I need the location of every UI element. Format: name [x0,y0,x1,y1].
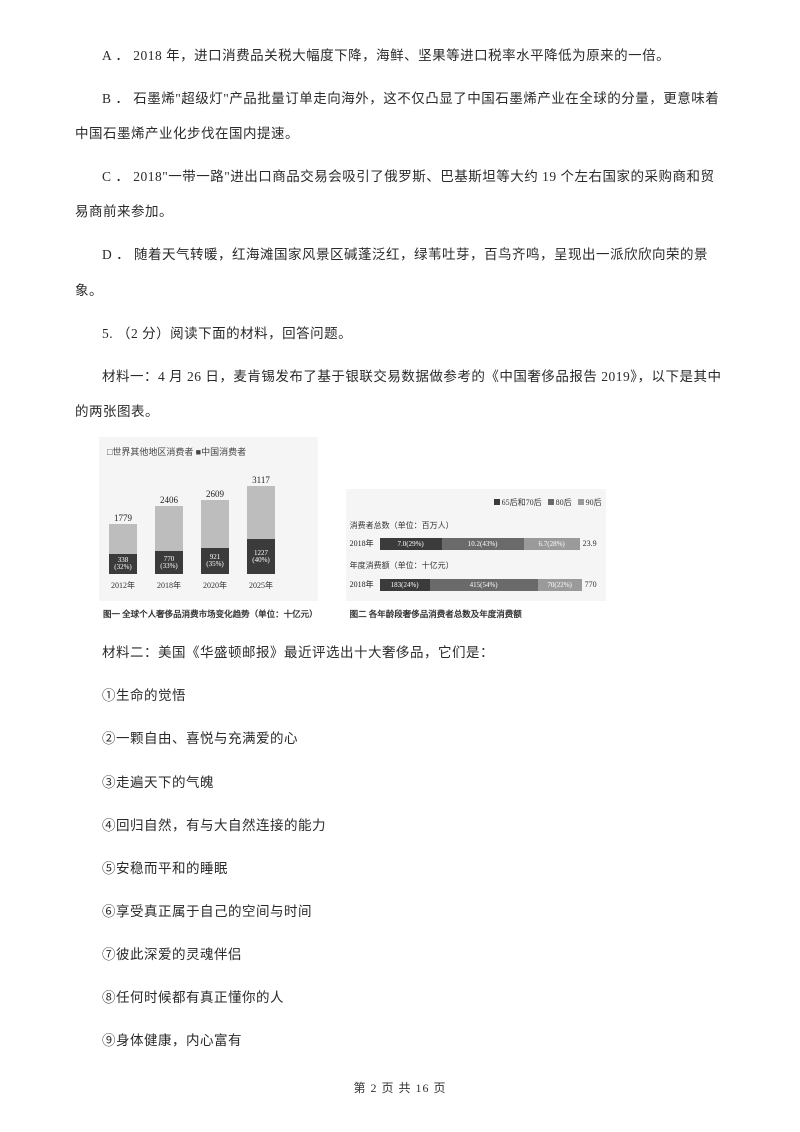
list-item-5: ⑤安稳而平和的睡眠 [75,851,725,886]
list-item-3: ③走遍天下的气魄 [75,765,725,800]
chart-2-row1: 2018年 7.0(29%)10.2(43%)6.7(28%) 23.9 [350,537,602,551]
list-item-6: ⑥享受真正属于自己的空间与时间 [75,894,725,929]
list-item-7: ⑦彼此深爱的灵魂伴侣 [75,937,725,972]
chart-2-segment: 70(22%) [538,579,582,591]
chart-2-segment: 183(24%) [380,579,430,591]
chart-2-row2-bar: 183(24%)415(54%)70(22%) [380,579,582,591]
list-item-9: ⑨身体健康，内心富有 [75,1023,725,1058]
chart-1-bar: 1779338(32%) [109,514,137,574]
chart-1-bars: 1779338(32%) 2406770(33%) 2609921(35%) 3117… [103,466,314,574]
chart-1-axis: 2012年2018年2020年2025年 [103,574,314,597]
option-d: D ． 随着天气转暖，红海滩国家风景区碱蓬泛红，绿苇吐芽，百鸟齐鸣，呈现出一派欣… [75,237,725,307]
chart-2-row2-label: 年度消费额（单位：十亿元） [350,556,602,577]
chart-2-caption: 图二 各年龄段奢侈品消费者总数及年度消费额 [346,603,606,625]
chart-2-row2-year: 2018年 [350,575,380,596]
option-a: A ． 2018 年，进口消费品关税大幅度下降，海鲜、坚果等进口税率水平降低为原… [75,38,725,73]
option-c: C ． 2018"一带一路"进出口商品交易会吸引了俄罗斯、巴基斯坦等大约 19 … [75,159,725,229]
chart-1-bar: 2609921(35%) [201,490,229,574]
chart-2-segment: 7.0(29%) [380,538,442,550]
chart-1-block: □世界其他地区消费者 ■中国消费者 1779338(32%) 2406770(33… [99,437,318,625]
chart-1-bar: 2406770(33%) [155,496,183,574]
question-5: 5. （2 分）阅读下面的材料，回答问题。 [75,316,725,351]
list-item-8: ⑧任何时候都有真正懂你的人 [75,980,725,1015]
chart-2-block: 65后和70后80后90后 消费者总数（单位：百万人） 2018年 7.0(29… [346,489,606,625]
chart-2-row1-year: 2018年 [350,534,380,555]
chart-2-row1-total: 23.9 [583,534,597,555]
chart-2-row1-bar: 7.0(29%)10.2(43%)6.7(28%) [380,538,580,550]
chart-2-row1-label: 消费者总数（单位：百万人） [350,516,602,537]
material-1: 材料一：4 月 26 日，麦肯锡发布了基于银联交易数据做参考的《中国奢侈品报告 … [75,359,725,429]
chart-1-legend: □世界其他地区消费者 ■中国消费者 [103,441,314,464]
list-item-1: ①生命的觉悟 [75,678,725,713]
chart-2-row2-total: 770 [585,575,597,596]
chart-2-segment: 10.2(43%) [442,538,524,550]
chart-2-row2: 2018年 183(24%)415(54%)70(22%) 770 [350,578,602,592]
material-2: 材料二：美国《华盛顿邮报》最近评选出十大奢侈品，它们是： [75,635,725,670]
chart-2-segment: 6.7(28%) [524,538,580,550]
chart-1-bar: 31171227(40%) [247,476,275,574]
chart-2-segment: 415(54%) [430,579,538,591]
chart-2-legend: 65后和70后80后90后 [350,493,602,514]
list-item-2: ②一颗自由、喜悦与充满爱的心 [75,721,725,756]
option-b: B ． 石墨烯"超级灯"产品批量订单走向海外，这不仅凸显了中国石墨烯产业在全球的… [75,81,725,151]
charts-row: □世界其他地区消费者 ■中国消费者 1779338(32%) 2406770(33… [99,437,725,625]
list-item-4: ④回归自然，有与大自然连接的能力 [75,808,725,843]
page-footer: 第 2 页 共 16 页 [0,1073,800,1104]
chart-1-caption: 图一 全球个人奢侈品消费市场变化趋势（单位：十亿元） [99,603,318,625]
